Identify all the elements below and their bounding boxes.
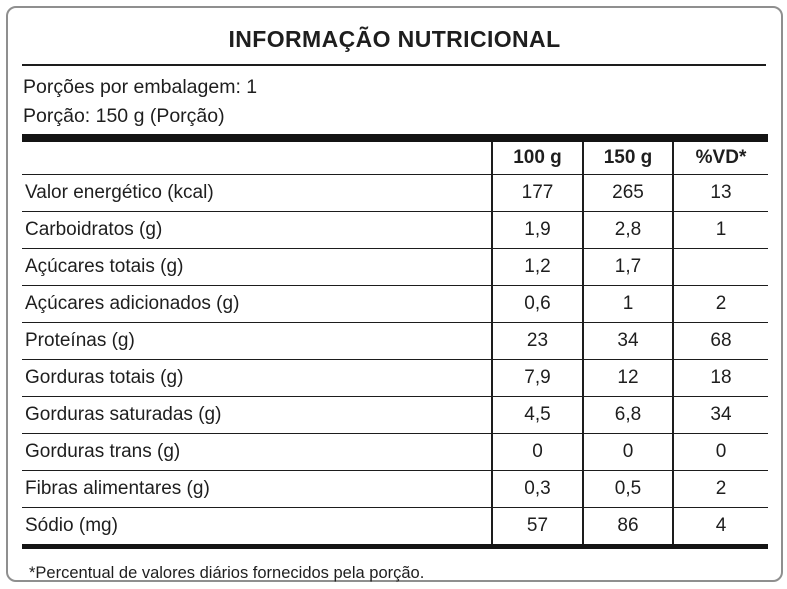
- value-100g: 7,9: [491, 360, 582, 396]
- value-100g: 177: [491, 175, 582, 211]
- value-100g: 23: [491, 323, 582, 359]
- table-row-carbs: Carboidratos (g) 1,9 2,8 1: [22, 212, 768, 249]
- serving-info: Porções por embalagem: 1 Porção: 150 g (…: [23, 73, 765, 131]
- value-vd: 34: [672, 397, 768, 433]
- value-vd: 0: [672, 434, 768, 470]
- table-row-total-sugars: Açúcares totais (g) 1,2 1,7: [22, 249, 768, 286]
- table-row-total-fat: Gorduras totais (g) 7,9 12 18: [22, 360, 768, 397]
- value-vd: 1: [672, 212, 768, 248]
- value-150g: 1,7: [582, 249, 672, 285]
- table-row-sodium: Sódio (mg) 57 86 4: [22, 508, 768, 549]
- row-label: Valor energético (kcal): [25, 182, 214, 203]
- row-label: Gorduras totais (g): [25, 367, 184, 388]
- value-vd: 13: [672, 175, 768, 211]
- value-100g: 1,9: [491, 212, 582, 248]
- value-150g: 12: [582, 360, 672, 396]
- row-label: Gorduras trans (g): [25, 441, 181, 462]
- table-row-protein: Proteínas (g) 23 34 68: [22, 323, 768, 360]
- value-vd: 4: [672, 508, 768, 544]
- row-label: Açúcares adicionados (g): [25, 293, 240, 314]
- nutrition-label-card: INFORMAÇÃO NUTRICIONAL Porções por embal…: [6, 6, 783, 582]
- value-100g: 57: [491, 508, 582, 544]
- value-150g: 34: [582, 323, 672, 359]
- value-vd: 2: [672, 286, 768, 322]
- value-150g: 0,5: [582, 471, 672, 507]
- value-150g: 0: [582, 434, 672, 470]
- value-150g: 265: [582, 175, 672, 211]
- table-row-energy: Valor energético (kcal) 177 265 13: [22, 175, 768, 212]
- value-150g: 2,8: [582, 212, 672, 248]
- servings-per-package: Porções por embalagem: 1: [23, 76, 258, 98]
- header-150g: 150 g: [582, 142, 672, 174]
- table-row-saturated-fat: Gorduras saturadas (g) 4,5 6,8 34: [22, 397, 768, 434]
- table-header-row: 100 g 150 g %VD*: [22, 134, 768, 175]
- value-100g: 0: [491, 434, 582, 470]
- value-150g: 86: [582, 508, 672, 544]
- row-label: Proteínas (g): [25, 330, 135, 351]
- row-label: Fibras alimentares (g): [25, 478, 210, 499]
- value-100g: 1,2: [491, 249, 582, 285]
- value-100g: 0,3: [491, 471, 582, 507]
- header-blank: [22, 142, 491, 174]
- value-vd: 18: [672, 360, 768, 396]
- title-divider: [22, 64, 766, 66]
- value-vd: [672, 249, 768, 285]
- nutrition-table: 100 g 150 g %VD* Valor energético (kcal)…: [22, 134, 768, 549]
- row-label: Gorduras saturadas (g): [25, 404, 222, 425]
- value-vd: 68: [672, 323, 768, 359]
- daily-value-footnote: *Percentual de valores diários fornecido…: [29, 564, 425, 582]
- value-100g: 0,6: [491, 286, 582, 322]
- row-label: Açúcares totais (g): [25, 256, 184, 277]
- row-label: Sódio (mg): [25, 515, 118, 536]
- value-vd: 2: [672, 471, 768, 507]
- value-100g: 4,5: [491, 397, 582, 433]
- value-150g: 1: [582, 286, 672, 322]
- table-row-trans-fat: Gorduras trans (g) 0 0 0: [22, 434, 768, 471]
- row-label: Carboidratos (g): [25, 219, 163, 240]
- table-row-fiber: Fibras alimentares (g) 0,3 0,5 2: [22, 471, 768, 508]
- value-150g: 6,8: [582, 397, 672, 433]
- header-vd: %VD*: [672, 142, 768, 174]
- page-title: INFORMAÇÃO NUTRICIONAL: [228, 26, 561, 52]
- serving-size: Porção: 150 g (Porção): [23, 105, 225, 127]
- table-row-added-sugars: Açúcares adicionados (g) 0,6 1 2: [22, 286, 768, 323]
- header-100g: 100 g: [491, 142, 582, 174]
